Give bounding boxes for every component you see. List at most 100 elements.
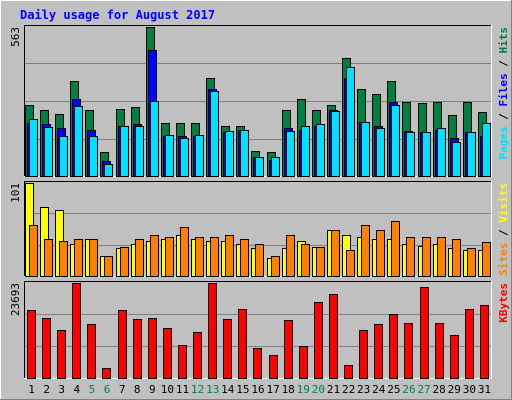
bar-kbytes-day-17 [269, 355, 278, 379]
x-tick-label-day-30: 30 [463, 383, 476, 396]
bar-kbytes-day-15 [238, 309, 247, 379]
bar-pages-day-19 [301, 126, 310, 177]
bar-pages-day-9 [150, 101, 159, 177]
side-legend-part: KBytes [497, 283, 510, 323]
bar-pages-day-7 [120, 126, 129, 177]
x-tick-label-day-23: 23 [357, 383, 370, 396]
bar-sites-day-20 [316, 247, 325, 277]
bar-sites-day-16 [255, 244, 264, 277]
bar-sites-day-19 [301, 244, 310, 277]
bar-pages-day-10 [165, 135, 174, 177]
bar-kbytes-day-30 [465, 309, 474, 379]
bar-pages-day-12 [195, 135, 204, 177]
bar-pages-day-13 [210, 91, 219, 177]
x-tick-label-day-13: 13 [206, 383, 219, 396]
bar-sites-day-22 [346, 250, 355, 277]
side-legend-visits-sites: Sites / Visits [497, 183, 510, 276]
bar-kbytes-day-7 [118, 310, 127, 379]
chart-title: Daily usage for August 2017 [20, 8, 215, 22]
x-tick-label-day-26: 26 [402, 383, 415, 396]
x-tick-label-day-6: 6 [104, 383, 111, 396]
bar-pages-day-2 [44, 127, 53, 177]
y-max-label-hits-files-pages: 563 [9, 27, 22, 47]
side-legend-part: / [497, 107, 510, 127]
bar-pages-day-31 [482, 123, 491, 177]
bar-kbytes-day-13 [208, 283, 217, 379]
bar-pages-day-26 [406, 132, 415, 177]
bar-sites-day-11 [180, 227, 189, 277]
x-tick-label-day-14: 14 [221, 383, 235, 396]
side-legend-part: Sites [497, 243, 510, 276]
x-tick-label-day-20: 20 [312, 383, 325, 396]
bar-kbytes-day-16 [253, 348, 262, 379]
x-tick-label-day-9: 9 [149, 383, 156, 396]
bar-sites-day-4 [74, 239, 83, 277]
bar-kbytes-day-5 [87, 324, 96, 379]
x-tick-label-day-25: 25 [387, 383, 400, 396]
bar-kbytes-day-23 [359, 330, 368, 379]
bar-kbytes-day-21 [329, 294, 338, 379]
bar-sites-day-2 [44, 239, 53, 277]
bar-pages-day-21 [331, 111, 340, 177]
bar-pages-day-25 [391, 105, 400, 177]
bar-kbytes-day-6 [102, 368, 111, 379]
bar-kbytes-day-19 [299, 346, 308, 379]
bar-sites-day-28 [437, 237, 446, 277]
bar-pages-day-3 [59, 136, 68, 177]
bar-pages-day-20 [316, 124, 325, 177]
bar-pages-day-15 [240, 130, 249, 177]
bar-sites-day-27 [422, 237, 431, 277]
y-max-label-kbytes: 23693 [9, 283, 22, 316]
bar-kbytes-day-27 [420, 287, 429, 379]
bar-pages-day-5 [89, 136, 98, 177]
bar-pages-day-24 [376, 128, 385, 177]
bar-pages-day-14 [225, 131, 234, 177]
bar-sites-day-15 [240, 239, 249, 277]
bar-kbytes-day-8 [133, 319, 142, 379]
bar-kbytes-day-1 [27, 310, 36, 379]
x-tick-label-day-7: 7 [119, 383, 126, 396]
x-tick-label-day-1: 1 [28, 383, 35, 396]
bar-kbytes-day-28 [435, 323, 444, 379]
bar-kbytes-day-2 [42, 318, 51, 379]
bar-sites-day-26 [406, 237, 415, 277]
side-legend-part: Visits [497, 183, 510, 223]
bar-pages-day-28 [437, 128, 446, 177]
bar-sites-day-31 [482, 242, 491, 277]
side-legend-part: Hits [497, 27, 510, 54]
x-tick-label-day-2: 2 [43, 383, 50, 396]
bar-kbytes-day-24 [374, 324, 383, 379]
side-legend-part: Files [497, 73, 510, 106]
x-tick-label-day-4: 4 [74, 383, 81, 396]
bar-pages-day-16 [255, 157, 264, 177]
bar-sites-day-23 [361, 225, 370, 277]
bar-sites-day-17 [271, 256, 280, 277]
x-tick-label-day-5: 5 [89, 383, 96, 396]
side-legend-kbytes: KBytes [497, 283, 510, 323]
bar-pages-day-27 [422, 132, 431, 177]
x-tick-label-day-22: 22 [342, 383, 355, 396]
bar-pages-day-1 [29, 119, 38, 177]
bar-sites-day-7 [120, 247, 129, 277]
x-tick-label-day-28: 28 [433, 383, 446, 396]
bar-pages-day-23 [361, 122, 370, 177]
bar-sites-day-10 [165, 237, 174, 277]
bar-pages-day-6 [104, 164, 113, 177]
bar-sites-day-6 [104, 256, 113, 277]
bar-kbytes-day-12 [193, 332, 202, 379]
bar-sites-day-21 [331, 230, 340, 277]
bar-sites-day-24 [376, 230, 385, 277]
bar-pages-day-8 [135, 126, 144, 177]
bar-sites-day-18 [286, 235, 295, 277]
bar-sites-day-30 [467, 248, 476, 277]
x-tick-label-day-19: 19 [297, 383, 310, 396]
bar-kbytes-day-10 [163, 328, 172, 379]
x-tick-label-day-11: 11 [176, 383, 189, 396]
bar-sites-day-14 [225, 235, 234, 277]
x-tick-label-day-24: 24 [372, 383, 386, 396]
x-tick-label-day-18: 18 [282, 383, 295, 396]
x-tick-label-day-10: 10 [161, 383, 174, 396]
x-tick-label-day-29: 29 [448, 383, 461, 396]
bar-pages-day-17 [271, 157, 280, 177]
